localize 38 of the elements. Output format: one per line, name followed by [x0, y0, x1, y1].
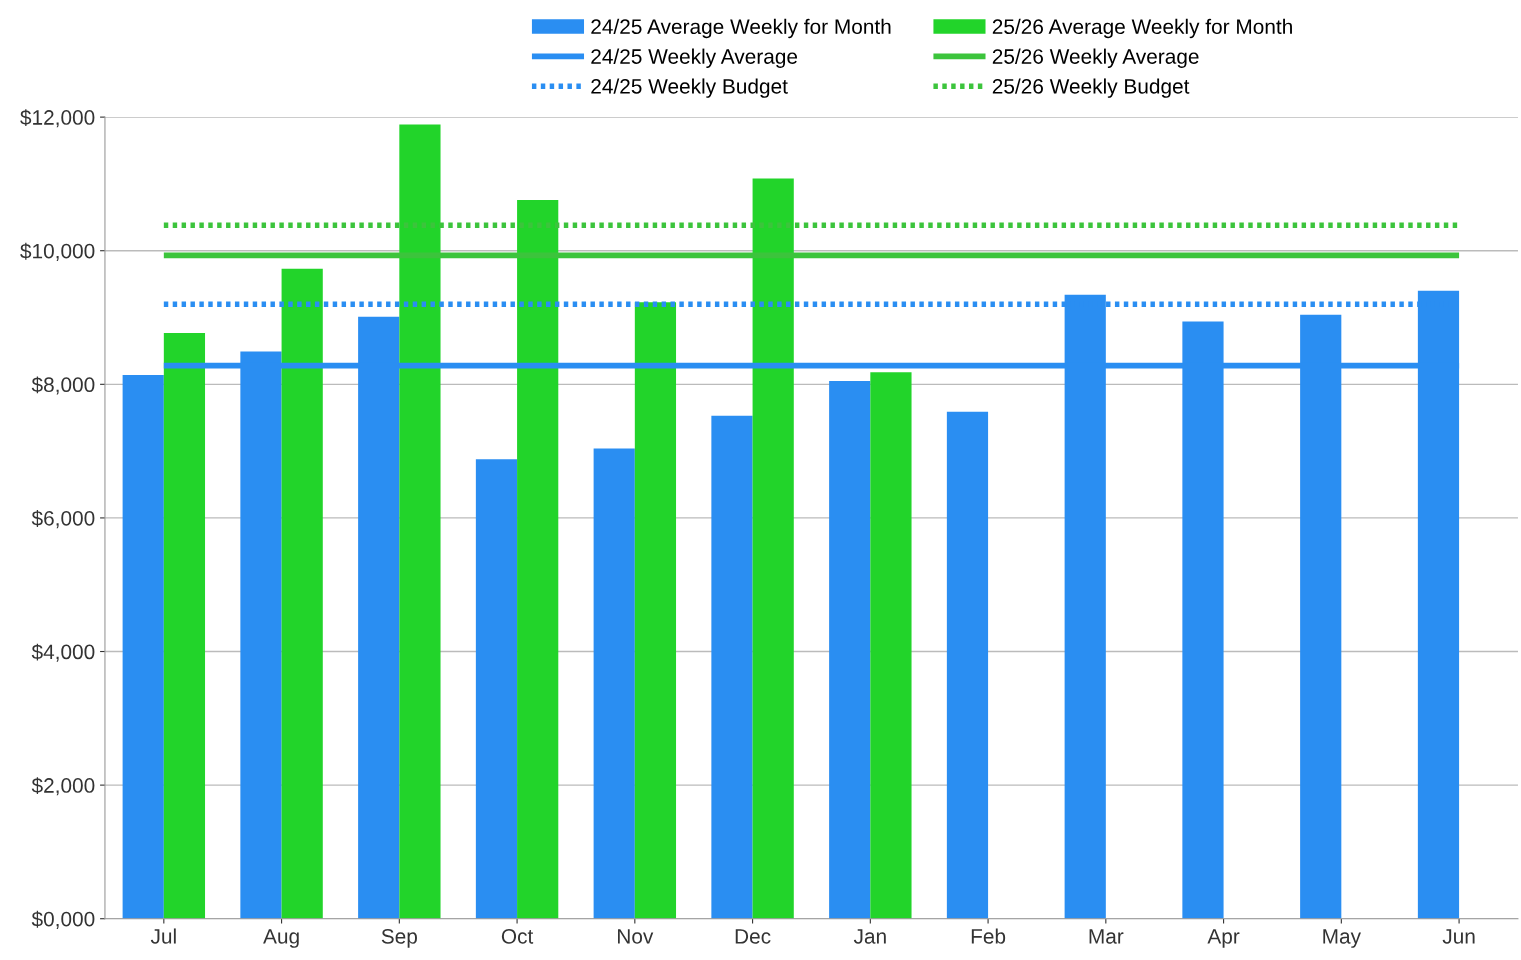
- bar: [870, 372, 912, 919]
- bar: [593, 448, 635, 919]
- bar: [475, 459, 518, 919]
- legend-label: 25/26 Weekly Budget: [992, 78, 1190, 98]
- y-tick-label: $8,000: [31, 376, 95, 395]
- bar: [711, 415, 753, 919]
- bar: [163, 332, 206, 919]
- x-tick-label: May: [1323, 929, 1361, 948]
- x-tick-label: Oct: [501, 928, 534, 944]
- x-tick-label: Feb: [971, 928, 1006, 944]
- x-tick-label: Sep: [381, 928, 417, 948]
- x-tick-label: Jul: [150, 928, 176, 944]
- bar: [399, 124, 441, 919]
- bar: [752, 178, 794, 919]
- bar: [281, 268, 323, 919]
- y-tick-label: $12,000: [20, 109, 95, 128]
- x-tick-label: Jan: [853, 929, 886, 944]
- legend-label: 24/25 Average Weekly for Month: [591, 18, 891, 39]
- y-tick-label: $0,000: [31, 910, 95, 929]
- bar: [517, 199, 559, 919]
- legend-label: 25/26 Weekly Average: [992, 48, 1199, 69]
- bar: [634, 302, 677, 919]
- y-tick-label: $4,000: [31, 643, 95, 662]
- bar: [946, 411, 989, 919]
- x-tick-label: Mar: [1089, 929, 1124, 944]
- x-tick-label: Jun: [1442, 929, 1475, 944]
- bar: [829, 380, 871, 919]
- y-tick-label: $10,000: [20, 242, 95, 261]
- y-tick-label: $6,000: [31, 510, 95, 529]
- bar: [122, 374, 164, 919]
- legend-label: 24/25 Weekly Average: [591, 48, 798, 69]
- legend-label: 24/25 Weekly Budget: [591, 78, 788, 98]
- x-tick-label: Nov: [618, 929, 654, 944]
- x-tick-label: Aug: [263, 929, 299, 948]
- x-tick-label: Apr: [1207, 929, 1240, 948]
- y-tick-label: $2,000: [31, 777, 95, 796]
- x-tick-label: Dec: [735, 929, 771, 944]
- legend-label: 25/26 Average Weekly for Month: [992, 18, 1292, 39]
